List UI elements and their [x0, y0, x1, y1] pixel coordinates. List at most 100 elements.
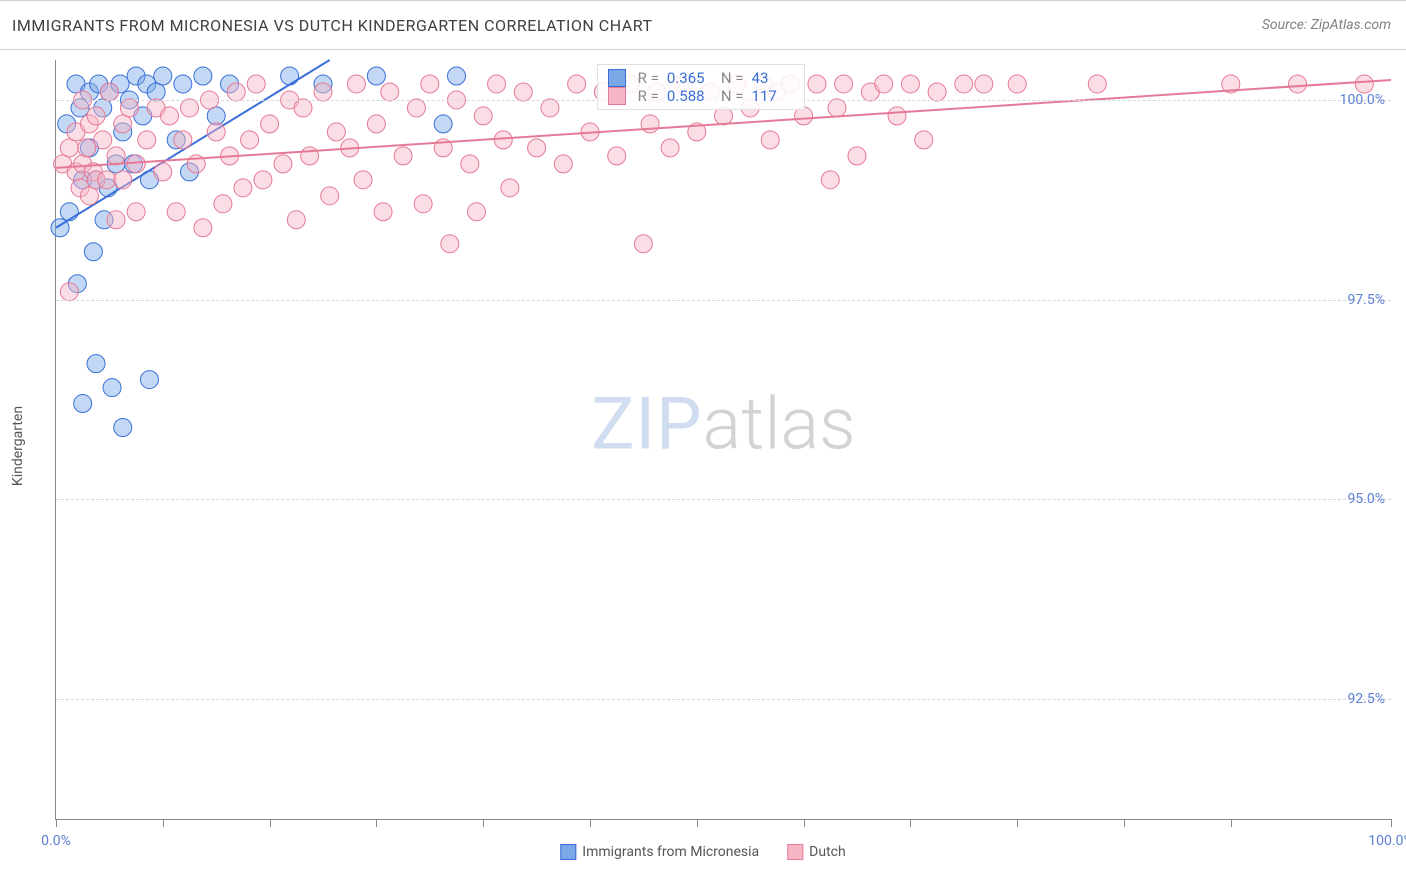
scatter-point	[955, 75, 973, 93]
chart-source: Source: ZipAtlas.com	[1262, 17, 1391, 33]
x-tick	[1231, 819, 1232, 827]
scatter-point	[103, 379, 121, 397]
scatter-point	[241, 131, 259, 149]
plot-area: ZIPatlas 92.5%95.0%97.5%100.0%0.0%100.0%…	[55, 60, 1391, 820]
scatter-point	[94, 131, 112, 149]
scatter-point	[87, 107, 105, 125]
chart-header: IMMIGRANTS FROM MICRONESIA VS DUTCH KIND…	[0, 0, 1406, 50]
x-tick	[697, 819, 698, 827]
scatter-point	[100, 83, 118, 101]
x-tick	[163, 819, 164, 827]
scatter-point	[234, 179, 252, 197]
x-tick-label: 0.0%	[41, 833, 71, 849]
scatter-point	[915, 131, 933, 149]
stat-n-value: 117	[752, 87, 794, 105]
scatter-point	[114, 171, 132, 189]
y-axis-title: Kindergarten	[10, 406, 26, 486]
scatter-point	[367, 115, 385, 133]
stats-swatch	[608, 87, 626, 105]
scatter-point	[207, 107, 225, 125]
scatter-point	[214, 195, 232, 213]
scatter-point	[60, 139, 78, 157]
stat-r-label: R =	[638, 87, 659, 105]
legend-item: Dutch	[787, 844, 846, 860]
scatter-point	[174, 75, 192, 93]
scatter-point	[1289, 75, 1307, 93]
scatter-point	[414, 195, 432, 213]
scatter-point	[314, 83, 332, 101]
scatter-point	[287, 211, 305, 229]
scatter-point	[74, 395, 92, 413]
scatter-point	[154, 67, 172, 85]
scatter-point	[474, 107, 492, 125]
stats-box: R =0.365N =43R =0.588N =117	[597, 64, 805, 110]
scatter-point	[441, 235, 459, 253]
scatter-point	[828, 99, 846, 117]
x-tick	[590, 819, 591, 827]
stat-n-label: N =	[721, 69, 744, 87]
legend-swatch	[560, 844, 576, 860]
scatter-point	[381, 83, 399, 101]
legend: Immigrants from Micronesia Dutch	[560, 844, 845, 860]
y-tick-label: 97.5%	[1347, 292, 1385, 308]
scatter-point	[140, 371, 158, 389]
scatter-point	[928, 83, 946, 101]
chart-container: IMMIGRANTS FROM MICRONESIA VS DUTCH KIND…	[0, 0, 1406, 892]
scatter-point	[194, 67, 212, 85]
scatter-point	[608, 147, 626, 165]
scatter-point	[60, 283, 78, 301]
scatter-point	[261, 115, 279, 133]
scatter-point	[461, 155, 479, 173]
scatter-point	[1355, 75, 1373, 93]
y-tick-label: 92.5%	[1347, 691, 1385, 707]
scatter-point	[127, 203, 145, 221]
scatter-point	[107, 211, 125, 229]
scatter-point	[114, 419, 132, 437]
scatter-point	[120, 99, 138, 117]
legend-label: Dutch	[809, 844, 846, 860]
scatter-point	[641, 115, 659, 133]
x-tick	[483, 819, 484, 827]
scatter-point	[541, 99, 559, 117]
stats-row: R =0.588N =117	[608, 87, 794, 105]
scatter-point	[1008, 75, 1026, 93]
scatter-point	[634, 235, 652, 253]
scatter-point	[448, 67, 466, 85]
scatter-point	[167, 203, 185, 221]
scatter-point	[374, 203, 392, 221]
y-tick-label: 95.0%	[1347, 491, 1385, 507]
scatter-point	[808, 75, 826, 93]
legend-label: Immigrants from Micronesia	[582, 844, 759, 860]
x-tick	[1124, 819, 1125, 827]
scatter-point	[114, 115, 132, 133]
scatter-point	[80, 187, 98, 205]
scatter-point	[347, 75, 365, 93]
gridline-h	[56, 699, 1391, 700]
scatter-point	[84, 243, 102, 261]
scatter-point	[98, 171, 116, 189]
scatter-point	[147, 83, 165, 101]
scatter-point	[901, 75, 919, 93]
scatter-point	[554, 155, 572, 173]
scatter-point	[468, 203, 486, 221]
x-tick	[270, 819, 271, 827]
stat-n-label: N =	[721, 87, 744, 105]
scatter-point	[87, 355, 105, 373]
scatter-point	[568, 75, 586, 93]
stats-row: R =0.365N =43	[608, 69, 794, 87]
x-tick-label: 100.0%	[1368, 833, 1406, 849]
scatter-point	[367, 67, 385, 85]
scatter-point	[327, 123, 345, 141]
scatter-point	[821, 171, 839, 189]
x-tick	[1017, 819, 1018, 827]
chart-title: IMMIGRANTS FROM MICRONESIA VS DUTCH KIND…	[12, 16, 652, 35]
scatter-point	[514, 83, 532, 101]
gridline-h	[56, 300, 1391, 301]
scatter-point	[394, 147, 412, 165]
scatter-point	[294, 99, 312, 117]
scatter-point	[60, 203, 78, 221]
x-tick	[910, 819, 911, 827]
y-tick-label: 100.0%	[1340, 92, 1385, 108]
scatter-point	[761, 131, 779, 149]
scatter-point	[1088, 75, 1106, 93]
